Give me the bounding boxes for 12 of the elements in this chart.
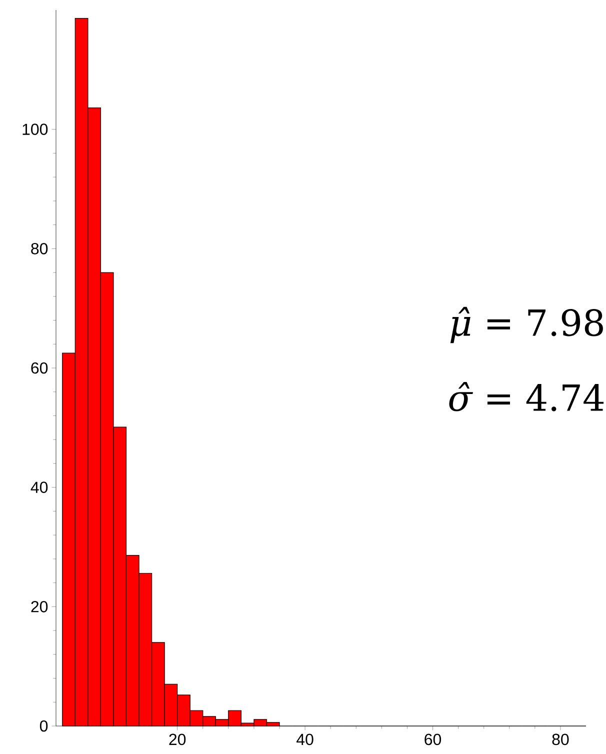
annotation: σ̂ = 4.74	[449, 382, 604, 412]
y-tick-label: 40	[30, 482, 48, 493]
x-tick-label: 80	[552, 734, 569, 746]
y-tick-label: 20	[31, 601, 48, 612]
y-tick-label: 80	[31, 242, 48, 254]
y-tick-label: 0	[40, 720, 48, 732]
annotation: μ̂ = 7.98	[450, 306, 603, 344]
x-tick-label: 60	[424, 734, 442, 746]
x-tick-label: 40	[296, 734, 314, 746]
y-tick-label: 60	[31, 362, 48, 374]
x-tick-label: 20	[169, 734, 186, 746]
y-tick-label: 100	[22, 124, 48, 135]
